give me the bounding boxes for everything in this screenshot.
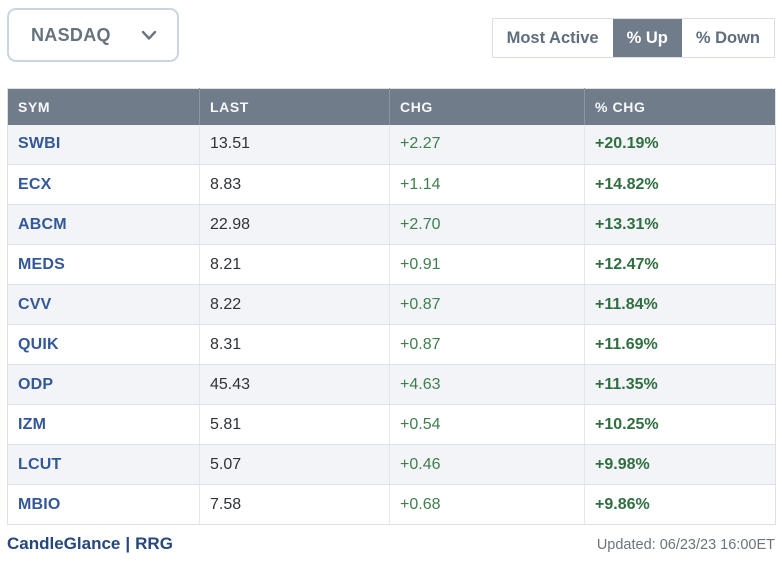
table-row: ODP 45.43 +4.63 +11.35% <box>7 364 776 405</box>
change-value: +0.91 <box>389 244 585 285</box>
tab-percent-down[interactable]: % Down <box>681 19 774 57</box>
last-value: 45.43 <box>199 364 390 405</box>
percent-change-value: +11.69% <box>584 324 776 365</box>
candleglance-link[interactable]: CandleGlance <box>7 534 121 553</box>
change-value: +0.87 <box>389 324 585 365</box>
footer-link-separator: | <box>125 534 131 553</box>
change-value: +0.87 <box>389 284 585 325</box>
market-movers-table: SYM LAST CHG % CHG SWBI 13.51 +2.27 +20.… <box>7 88 776 525</box>
column-header-pct-chg: % CHG <box>584 88 776 125</box>
table-row: SWBI 13.51 +2.27 +20.19% <box>7 124 776 165</box>
last-value: 22.98 <box>199 204 390 245</box>
column-header-chg: CHG <box>389 88 585 125</box>
symbol-link[interactable]: CVV <box>7 284 200 325</box>
symbol-link[interactable]: ECX <box>7 164 200 205</box>
symbol-link[interactable]: MEDS <box>7 244 200 285</box>
table-row: QUIK 8.31 +0.87 +11.69% <box>7 324 776 365</box>
table-header-row: SYM LAST CHG % CHG <box>7 88 776 125</box>
rrg-link[interactable]: RRG <box>135 534 173 553</box>
chevron-down-icon <box>141 30 157 41</box>
change-value: +0.68 <box>389 484 585 525</box>
footer: CandleGlance | RRG Updated: 06/23/23 16:00… <box>7 534 775 554</box>
table-row: LCUT 5.07 +0.46 +9.98% <box>7 444 776 485</box>
percent-change-value: +12.47% <box>584 244 776 285</box>
symbol-link[interactable]: MBIO <box>7 484 200 525</box>
footer-links: CandleGlance | RRG <box>7 534 173 554</box>
table-row: ECX 8.83 +1.14 +14.82% <box>7 164 776 205</box>
tab-percent-up[interactable]: % Up <box>612 19 682 57</box>
percent-change-value: +9.86% <box>584 484 776 525</box>
symbol-link[interactable]: LCUT <box>7 444 200 485</box>
change-value: +0.46 <box>389 444 585 485</box>
table-row: IZM 5.81 +0.54 +10.25% <box>7 404 776 445</box>
percent-change-value: +14.82% <box>584 164 776 205</box>
last-value: 5.81 <box>199 404 390 445</box>
table-row: ABCM 22.98 +2.70 +13.31% <box>7 204 776 245</box>
last-value: 13.51 <box>199 124 390 165</box>
last-value: 8.31 <box>199 324 390 365</box>
percent-change-value: +10.25% <box>584 404 776 445</box>
last-value: 8.22 <box>199 284 390 325</box>
percent-change-value: +9.98% <box>584 444 776 485</box>
change-value: +2.70 <box>389 204 585 245</box>
table-body: SWBI 13.51 +2.27 +20.19% ECX 8.83 +1.14 … <box>7 124 776 525</box>
last-value: 7.58 <box>199 484 390 525</box>
percent-change-value: +20.19% <box>584 124 776 165</box>
table-row: MBIO 7.58 +0.68 +9.86% <box>7 484 776 525</box>
updated-timestamp: Updated: 06/23/23 16:00ET <box>596 537 775 553</box>
change-value: +2.27 <box>389 124 585 165</box>
symbol-link[interactable]: IZM <box>7 404 200 445</box>
table-row: MEDS 8.21 +0.91 +12.47% <box>7 244 776 285</box>
top-toolbar: NASDAQ Most Active % Up % Down <box>7 8 775 62</box>
view-tab-group: Most Active % Up % Down <box>491 18 775 58</box>
table-row: CVV 8.22 +0.87 +11.84% <box>7 284 776 325</box>
last-value: 8.83 <box>199 164 390 205</box>
change-value: +0.54 <box>389 404 585 445</box>
percent-change-value: +13.31% <box>584 204 776 245</box>
change-value: +4.63 <box>389 364 585 405</box>
percent-change-value: +11.84% <box>584 284 776 325</box>
symbol-link[interactable]: ODP <box>7 364 200 405</box>
symbol-link[interactable]: SWBI <box>7 124 200 165</box>
column-header-last: LAST <box>199 88 390 125</box>
last-value: 8.21 <box>199 244 390 285</box>
exchange-select[interactable]: NASDAQ <box>7 8 179 62</box>
tab-most-active[interactable]: Most Active <box>492 19 613 57</box>
change-value: +1.14 <box>389 164 585 205</box>
column-header-sym: SYM <box>7 88 200 125</box>
symbol-link[interactable]: ABCM <box>7 204 200 245</box>
percent-change-value: +11.35% <box>584 364 776 405</box>
exchange-select-value: NASDAQ <box>31 24 111 45</box>
symbol-link[interactable]: QUIK <box>7 324 200 365</box>
last-value: 5.07 <box>199 444 390 485</box>
